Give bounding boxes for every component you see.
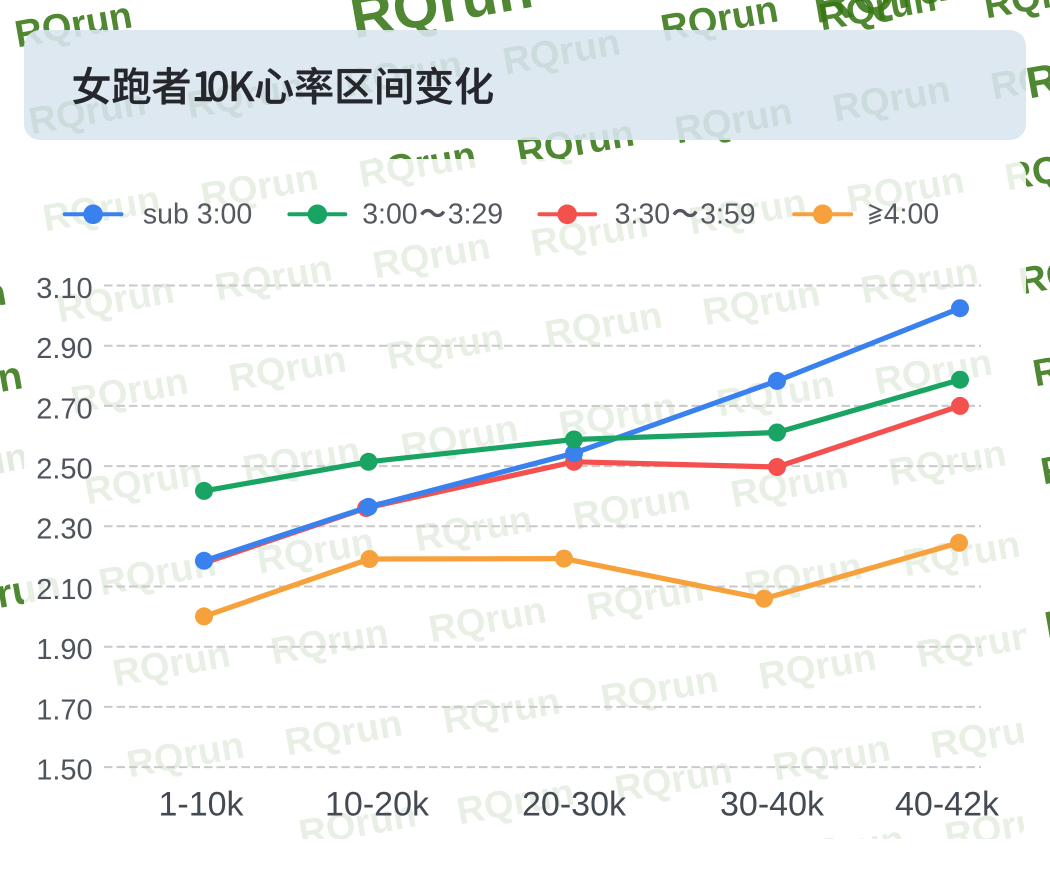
svg-text:4:00: 4:00	[884, 198, 939, 230]
svg-text:10-20k: 10-20k	[325, 786, 430, 824]
svg-text:1.90: 1.90	[36, 634, 92, 666]
svg-text:sub 3:00: sub 3:00	[143, 198, 252, 230]
svg-text:2.50: 2.50	[36, 454, 92, 486]
svg-text:3.10: 3.10	[36, 273, 92, 305]
svg-text:2.30: 2.30	[36, 514, 92, 546]
svg-text:20-30k: 20-30k	[522, 786, 627, 824]
svg-text:3:29: 3:29	[448, 198, 503, 230]
svg-text:1-10k: 1-10k	[158, 786, 244, 824]
svg-text:2.10: 2.10	[36, 574, 92, 606]
svg-text:1.50: 1.50	[36, 755, 92, 787]
svg-text:2.70: 2.70	[36, 393, 92, 425]
svg-text:30-40k: 30-40k	[720, 786, 825, 824]
svg-text:1.70: 1.70	[36, 694, 92, 726]
svg-text:2.90: 2.90	[36, 333, 92, 365]
svg-text:3:30: 3:30	[615, 198, 670, 230]
svg-text:3:00: 3:00	[362, 198, 417, 230]
svg-text:40-42k: 40-42k	[895, 786, 1000, 824]
svg-text:3:59: 3:59	[700, 198, 755, 230]
